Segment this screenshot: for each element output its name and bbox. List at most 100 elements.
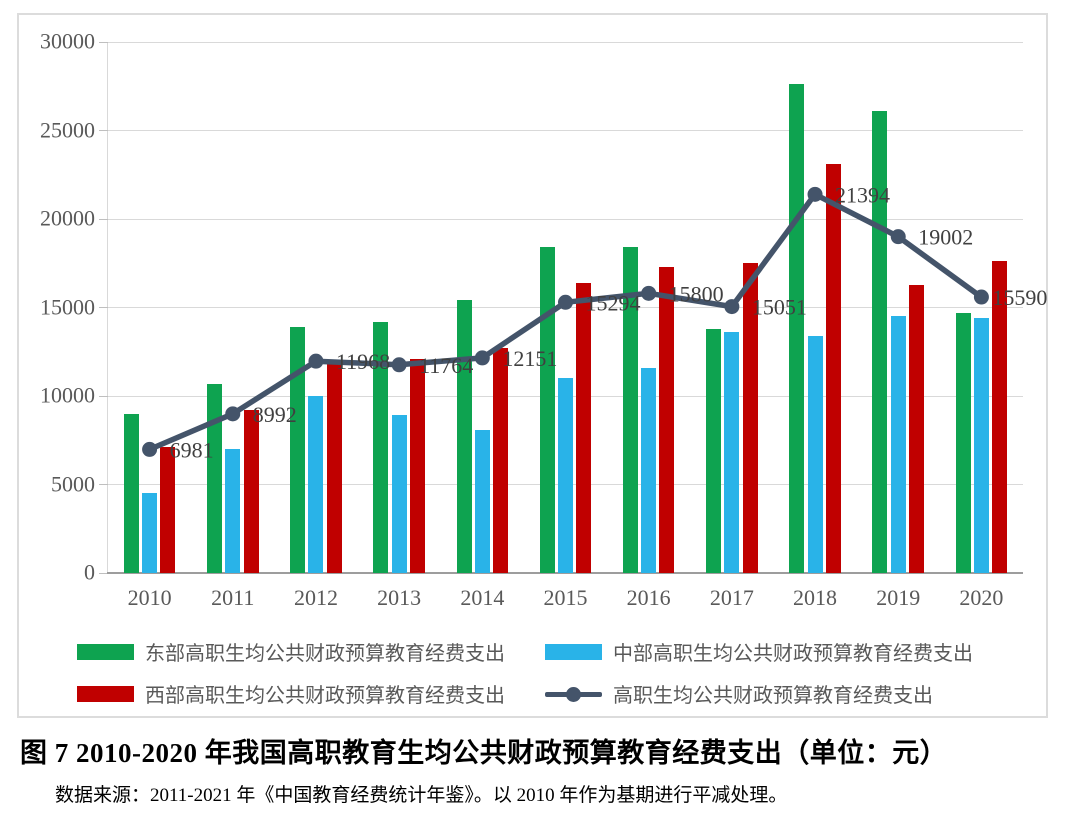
legend-line-marker [566,686,581,702]
x-axis-label: 2011 [211,585,255,610]
bar-east-2015 [539,247,555,573]
data-point-2011 [225,406,241,422]
source-note: 数据来源：2011-2021 年《中国教育经费统计年鉴》。以 2010 年作为基… [55,785,788,806]
bar-east-2011 [206,383,222,573]
y-axis-tick [99,484,108,485]
y-axis-tick [99,130,108,131]
data-point-label-2015: 15294 [586,290,641,315]
data-point-label-2017: 15051 [752,295,807,320]
trend-line-layer: 6981 8992 11968 11764 12151 15294 15800 15051 21… [142,182,1047,462]
data-point-2015 [558,294,573,310]
y-axis-tick [99,218,108,220]
data-point-label-2020: 15590 [992,285,1047,310]
bar-west-2013 [409,358,425,573]
x-axis-label: 2019 [876,585,921,610]
bar-west-2018 [825,164,841,573]
legend-swatch-line [545,686,602,702]
data-point-2010 [142,441,158,457]
data-point-2016 [641,285,657,301]
data-point-label-2016: 15800 [669,281,724,306]
legend-label: 东部高职生均公共财政预算教育经费支出 [145,643,505,665]
bar-east-2017 [706,328,722,573]
bar-west-2020 [992,261,1008,573]
gridline [108,218,1023,220]
data-point-label-2013: 11764 [419,353,473,378]
legend-label: 高职生均公共财政预算教育经费支出 [613,685,933,707]
y-axis-tick [99,572,108,574]
bar-west-2010 [160,447,176,573]
data-point-2013 [391,357,407,373]
bar-west-2017 [742,263,758,573]
bar-east-2013 [373,321,389,573]
y-axis-label: 30000 [40,28,95,54]
gridline [108,130,1023,131]
bar-west-2011 [243,410,259,573]
bar-east-2016 [622,247,638,573]
data-point-2017 [724,299,740,315]
bar-central-2016 [641,367,657,573]
bar-central-2013 [391,415,407,573]
data-point-2012 [308,353,324,369]
legend-item-overall_line: 高职生均公共财政预算教育经费支出 [545,679,1017,708]
bar-east-2020 [955,312,971,573]
y-axis-label: 25000 [40,116,95,142]
gridline [108,41,1023,43]
bar-west-2015 [576,282,592,573]
x-axis-label: 2017 [709,585,754,610]
bar-east-2012 [290,326,306,573]
y-axis-label: 5000 [51,470,95,496]
bar-central-2014 [474,429,490,573]
data-point-2020 [973,289,989,305]
figure-caption: 图 7 2010-2020 年我国高职教育生均公共财政预算教育经费支出（单位：元… [20,738,948,768]
y-axis-label: 15000 [40,293,95,319]
bar-west-2016 [659,266,675,573]
x-axis-label: 2015 [543,585,588,610]
data-point-label-2011: 8992 [253,402,297,427]
data-point-label-2018: 21394 [835,182,890,207]
bar-central-2012 [308,396,324,573]
x-axis-label: 2013 [377,585,422,610]
data-point-2014 [474,350,490,366]
legend-label: 西部高职生均公共财政预算教育经费支出 [145,685,505,707]
x-axis-label: 2020 [959,585,1004,610]
legend-swatch-east [77,643,134,660]
legend-item-central: 中部高职生均公共财政预算教育经费支出 [545,637,1017,666]
x-axis-label: 2018 [793,585,838,610]
data-point-2019 [890,229,906,245]
legend-swatch-west [77,685,134,702]
bar-central-2010 [142,493,158,573]
legend-swatch-central [545,643,602,660]
data-point-label-2012: 11968 [336,349,390,374]
y-axis-tick [99,41,108,43]
x-axis-label: 2016 [626,585,671,610]
chart-legend: 东部高职生均公共财政预算教育经费支出 中部高职生均公共财政预算教育经费支出西部高职… [77,637,1017,708]
y-axis-label: 10000 [40,382,95,408]
y-axis-label: 0 [84,559,95,585]
bar-central-2011 [225,449,241,573]
data-point-label-2010: 6981 [170,437,214,462]
data-point-label-2014: 12151 [502,346,557,371]
bar-central-2018 [807,335,823,573]
bar-west-2012 [326,364,342,573]
y-axis-label: 20000 [40,205,95,231]
legend-item-east: 东部高职生均公共财政预算教育经费支出 [77,637,545,666]
bar-central-2017 [724,332,740,573]
bar-central-2015 [558,378,573,573]
bar-central-2020 [973,318,989,573]
legend-item-west: 西部高职生均公共财政预算教育经费支出 [77,679,545,708]
bar-east-2018 [789,84,805,573]
x-axis-label: 2012 [293,585,338,610]
x-axis-line [107,572,1023,574]
data-point-label-2019: 19002 [918,225,973,250]
data-point-2018 [807,186,823,202]
bar-east-2014 [456,300,472,573]
legend-label: 中部高职生均公共财政预算教育经费支出 [613,643,973,665]
x-axis-label: 2014 [460,585,505,610]
bar-central-2019 [890,316,906,573]
plot-area: 0 5000 10000 15000 20000 25000 30000 2010 2011 20… [40,28,1047,610]
bar-west-2014 [493,348,509,573]
y-axis-tick [99,307,108,308]
bar-east-2010 [123,413,139,573]
bar-west-2019 [909,284,925,573]
